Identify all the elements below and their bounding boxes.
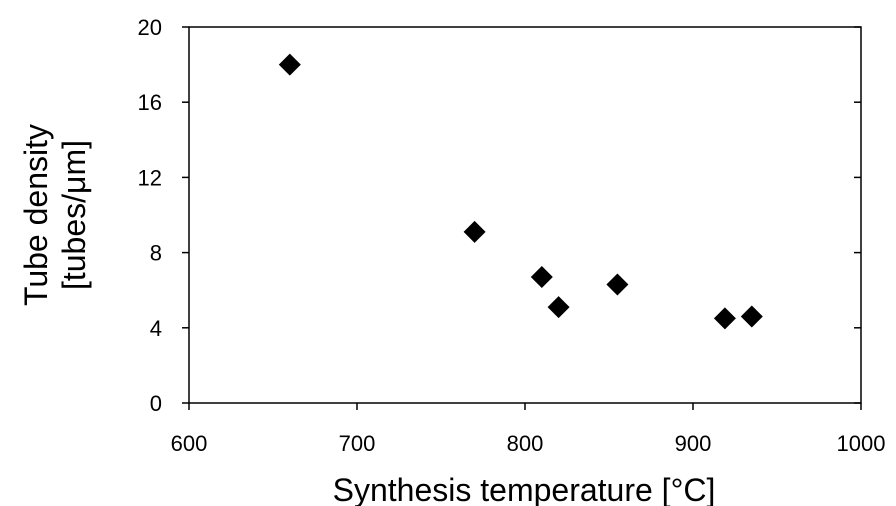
x-tick-label: 600 [171,431,208,456]
data-point-diamond [463,220,486,243]
x-tick-label: 1000 [837,431,886,456]
x-tick-label: 800 [507,431,544,456]
x-axis-ticks: 600 700 800 900 1000 [171,403,886,456]
y-tick-label: 0 [150,391,162,416]
y-tick-label: 4 [150,316,162,341]
x-axis-title: Synthesis temperature [°C] [333,472,716,506]
y-axis-ticks: 0 4 8 12 16 20 [138,15,861,416]
y-tick-label: 20 [138,15,162,40]
y-tick-label: 12 [138,165,162,190]
y-axis-title: Tube density [tubes/μm] [18,124,92,306]
x-tick-label: 700 [339,431,376,456]
data-point-diamond [530,266,553,289]
data-point-diamond [606,273,629,296]
data-point-diamond [278,53,301,76]
data-point-diamond [713,307,736,330]
y-axis-title-line-2: [tubes/μm] [56,140,92,290]
plot-border [188,26,862,404]
y-tick-label: 8 [150,241,162,266]
plot-area-frame [188,26,862,404]
y-axis-title-line-1: Tube density [18,124,54,306]
data-points [278,53,763,330]
x-tick-label: 900 [675,431,712,456]
data-point-diamond [547,296,570,319]
data-point-diamond [740,305,763,328]
y-tick-label: 16 [138,90,162,115]
